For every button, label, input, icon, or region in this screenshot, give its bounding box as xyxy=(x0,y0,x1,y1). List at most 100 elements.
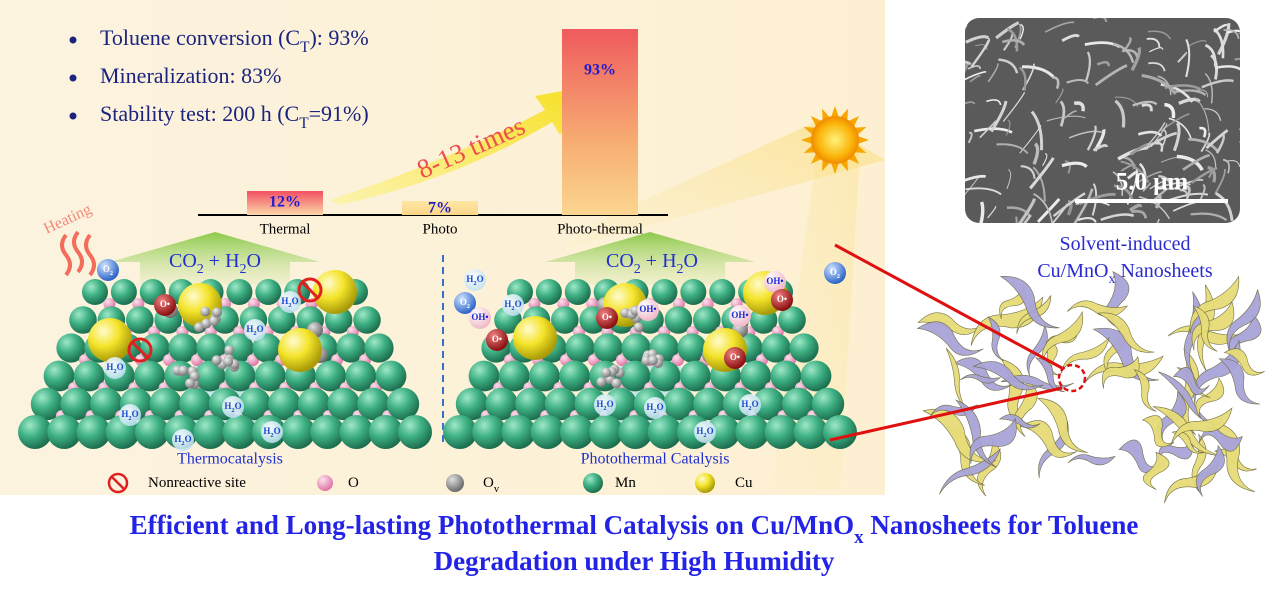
mn-atom xyxy=(268,387,301,421)
sem-flake xyxy=(1159,112,1190,132)
mn-atom xyxy=(663,387,696,421)
sem-flake xyxy=(1148,62,1166,72)
molecule xyxy=(97,259,119,281)
sem-flake xyxy=(1185,39,1191,78)
mn-atom xyxy=(706,415,741,449)
nanosheet xyxy=(970,296,1044,346)
molecule xyxy=(729,305,751,327)
legend-icon xyxy=(446,474,464,492)
mn-atom xyxy=(76,415,111,449)
mn-atom xyxy=(168,333,198,363)
text-run: O xyxy=(132,409,139,419)
nanosheet xyxy=(1020,420,1077,458)
sem-flake xyxy=(1032,166,1046,202)
mn-atom xyxy=(544,387,578,421)
mn-atom xyxy=(559,360,590,392)
mn-atom xyxy=(222,415,257,449)
sun-ray xyxy=(821,108,830,120)
nanosheet-render xyxy=(916,271,1265,504)
highlight: Mineralization: 83% xyxy=(100,63,281,88)
bullet xyxy=(69,36,77,44)
sem-flake xyxy=(1008,216,1018,223)
cu-atom xyxy=(88,318,132,362)
sem-flake xyxy=(1215,133,1226,154)
text-run: Mn xyxy=(615,475,636,491)
heating-waves xyxy=(60,230,96,277)
sem-flake xyxy=(1172,89,1207,96)
legend-label: Cu xyxy=(735,475,753,491)
bar-category-label: Thermal xyxy=(260,221,311,237)
mn-atom xyxy=(398,415,432,449)
text-run: O xyxy=(235,401,242,411)
molecule xyxy=(739,394,761,416)
nanosheet xyxy=(1199,426,1243,452)
nanosheet xyxy=(987,316,1004,362)
text-run: Degradation under High Humidity xyxy=(434,546,835,576)
sem-flake xyxy=(1005,119,1011,136)
sem-flake xyxy=(1114,99,1126,128)
legend: Nonreactive site O Ov Mn Cu xyxy=(107,472,753,495)
mn-atom xyxy=(770,360,802,392)
text-run: O xyxy=(707,426,714,436)
mn-atom xyxy=(226,279,253,305)
molecule-label: O2 xyxy=(460,297,470,310)
mn-atom xyxy=(455,387,489,421)
sem-flake xyxy=(1061,33,1080,43)
sem-flake xyxy=(1226,29,1240,36)
text-run: O xyxy=(657,402,664,412)
sem-flake xyxy=(1059,100,1066,127)
nanosheet xyxy=(945,347,969,412)
molecule xyxy=(694,421,716,443)
mn-atom xyxy=(238,387,271,421)
mn-atom xyxy=(649,360,681,392)
sun-ray xyxy=(849,115,860,126)
sem-flake xyxy=(1094,64,1128,87)
text-run: Cu xyxy=(735,475,753,491)
text-run: 2 xyxy=(467,303,470,310)
molecule xyxy=(824,262,846,284)
text-run: H xyxy=(466,274,473,284)
sem-flake xyxy=(1182,153,1211,171)
cu-atom xyxy=(313,270,357,314)
mn-atom xyxy=(735,415,770,449)
mn-atom xyxy=(90,387,123,421)
text-run: O xyxy=(607,399,614,409)
text-run: H xyxy=(263,426,270,436)
toluene xyxy=(596,377,607,388)
toluene xyxy=(200,306,211,317)
light-beam xyxy=(560,120,885,250)
molecule-label: H2O xyxy=(246,324,263,337)
legend-icon xyxy=(317,475,333,491)
text-run: 2 xyxy=(231,407,234,414)
sem-flake xyxy=(1113,184,1134,201)
nanosheet xyxy=(1142,451,1170,490)
sem-flake xyxy=(1006,27,1019,52)
sem-flake xyxy=(1073,101,1085,112)
text-run: Solvent-induced xyxy=(1059,233,1190,255)
molecule-label: O• xyxy=(777,294,787,304)
sun-ray xyxy=(858,136,869,144)
molecule-label: H2O xyxy=(281,296,298,309)
mn-atom xyxy=(793,415,828,449)
molecule-label: O• xyxy=(602,312,612,322)
mn-atom xyxy=(353,306,381,334)
nanosheet xyxy=(999,276,1060,329)
text-run: 2 xyxy=(113,368,116,375)
sun-ray xyxy=(831,163,839,174)
sun-ray xyxy=(831,106,839,117)
legend-label: Nonreactive site xyxy=(148,475,246,491)
sun-ray xyxy=(803,126,815,135)
legend-icon xyxy=(583,473,603,493)
sem-flake xyxy=(990,100,1008,133)
text-run: x xyxy=(1108,272,1115,287)
sem-flake xyxy=(1149,178,1173,190)
mn-atom xyxy=(193,415,228,449)
legend-label: Ov xyxy=(483,475,500,494)
nanosheet xyxy=(960,374,1002,384)
text-run: O xyxy=(348,475,359,491)
sem-flake xyxy=(1044,21,1075,33)
sem-flake xyxy=(1238,32,1240,53)
mn-atom xyxy=(69,306,97,334)
sun-ray xyxy=(855,145,867,154)
molecule xyxy=(724,347,746,369)
